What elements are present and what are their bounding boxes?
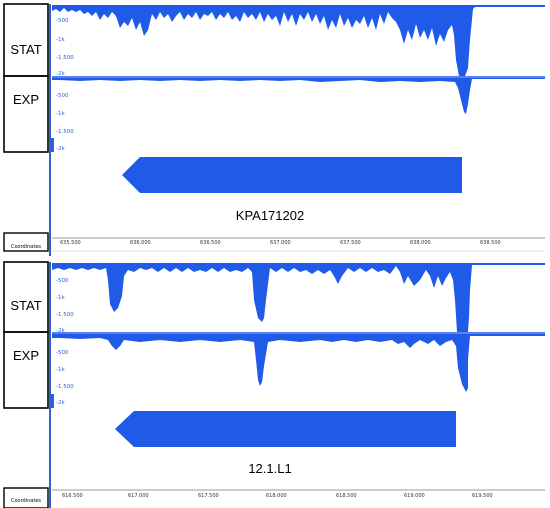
coordinates-box xyxy=(3,487,49,508)
coordinate-tick-label: 637.000 xyxy=(270,240,291,246)
exp-label-box xyxy=(3,75,49,153)
coordinates-label: Coordinates xyxy=(11,498,41,504)
tick-label: -1k xyxy=(56,37,65,43)
coordinate-tick-label: 617.000 xyxy=(128,493,149,499)
coordinate-tick-label: 616.500 xyxy=(62,493,83,499)
coordinate-tick-label: 638.000 xyxy=(410,240,431,246)
coordinate-tick-label: 635.500 xyxy=(60,240,81,246)
coordinate-tick-label: 619.500 xyxy=(472,493,493,499)
gene-name: 12.1.L1 xyxy=(248,461,291,476)
coordinates-box xyxy=(3,232,49,252)
coordinate-tick-label: 636.500 xyxy=(200,240,221,246)
track-label-stat: STAT xyxy=(10,42,41,57)
gene-name: KPA171202 xyxy=(236,208,304,223)
exp-coverage-signal xyxy=(52,334,545,392)
coordinate-tick-label: 636.000 xyxy=(130,240,151,246)
tick-label: -500 xyxy=(56,350,69,356)
coordinate-tick-label: 617.500 xyxy=(198,493,219,499)
coordinate-tick-label: 618.000 xyxy=(266,493,287,499)
stat-label-box xyxy=(3,3,49,77)
panel-top: STAT EXP -500 -1k -1.500 -2k -500 -1k -1… xyxy=(3,3,545,256)
tick-label: -1k xyxy=(56,367,65,373)
tick-label: -500 xyxy=(56,278,69,284)
tick-label: -500 xyxy=(56,93,69,99)
tick-label: -1k xyxy=(56,111,65,117)
scroll-handle[interactable] xyxy=(50,138,54,152)
tick-label: -2k xyxy=(56,328,65,334)
track-label-exp: EXP xyxy=(13,348,39,363)
tick-label: -1k xyxy=(56,295,65,301)
coordinate-tick-label: 637.500 xyxy=(340,240,361,246)
tick-label: -500 xyxy=(56,18,69,24)
gene-arrow-kpa171202 xyxy=(122,157,462,193)
tick-label: -1.500 xyxy=(56,55,74,61)
exp-label-box xyxy=(3,331,49,409)
track-label-exp: EXP xyxy=(13,92,39,107)
scroll-handle[interactable] xyxy=(50,394,54,408)
coordinate-tick-label: 619.000 xyxy=(404,493,425,499)
coordinate-tick-label: 618.500 xyxy=(336,493,357,499)
tick-label: -1.500 xyxy=(56,129,74,135)
coordinates-label: Coordinates xyxy=(11,244,41,250)
tick-label: -2k xyxy=(56,400,65,406)
track-label-stat: STAT xyxy=(10,298,41,313)
exp-coverage-signal xyxy=(52,78,545,114)
stat-coverage-signal xyxy=(52,5,545,76)
gene-arrow-12-1-l1 xyxy=(115,411,456,447)
tick-label: -1.500 xyxy=(56,384,74,390)
tick-label: -1.500 xyxy=(56,312,74,318)
stat-label-box xyxy=(3,261,49,333)
tick-label: -2k xyxy=(56,71,65,77)
stat-coverage-signal xyxy=(52,263,545,332)
tick-label: -2k xyxy=(56,146,65,152)
coordinate-tick-label: 638.500 xyxy=(480,240,501,246)
panel-bottom: STAT EXP -500 -1k -1.500 -2k -500 -1k -1… xyxy=(3,261,545,508)
